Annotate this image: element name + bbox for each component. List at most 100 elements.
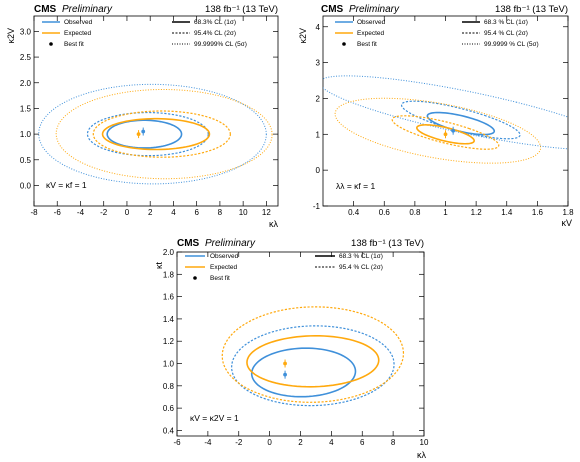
x-tick-label: 2	[298, 438, 303, 447]
x-tick-label: 0.6	[379, 208, 391, 217]
legend-2sigma: 95.4% CL (2σ)	[194, 30, 236, 37]
y-tick-label: 0.0	[20, 181, 32, 190]
best-fit-observed	[283, 372, 287, 377]
best-fit-observed	[451, 128, 456, 133]
y-tick-label: 3	[316, 59, 321, 68]
contour-expected-2sigma	[92, 110, 231, 158]
x-tick-label: -2	[100, 208, 108, 217]
x-axis-label: κλ	[269, 219, 279, 229]
x-tick-label: 0.4	[348, 208, 360, 217]
x-axis-label: κV	[561, 218, 572, 228]
legend-expected: Expected	[357, 30, 384, 37]
best-fit-expected	[136, 132, 141, 137]
legend-bestfit: Best fit	[357, 41, 377, 48]
status-label: Preliminary	[349, 4, 400, 15]
contour-layer	[38, 83, 273, 185]
contour-expected-1sigma	[246, 334, 380, 388]
y-tick-label: 0.6	[163, 404, 175, 413]
x-tick-label: 2	[148, 208, 153, 217]
status-label: Preliminary	[205, 238, 256, 249]
legend-swatch-bestfit	[342, 42, 346, 46]
y-tick-label: 1.0	[163, 360, 175, 369]
y-tick-label: -1	[313, 202, 321, 211]
status-label: Preliminary	[62, 4, 113, 15]
y-tick-label: 1.6	[163, 293, 175, 302]
x-tick-label: -2	[235, 438, 243, 447]
contour-observed-2sigma	[231, 325, 395, 407]
experiment-label: CMS	[177, 238, 200, 249]
legend-observed: Observed	[64, 19, 93, 26]
x-tick-label: -8	[30, 208, 38, 217]
condition-label: κV = κ2V = 1	[190, 413, 239, 423]
y-tick-label: 2	[316, 94, 321, 103]
x-tick-label: 12	[262, 208, 271, 217]
legend: Observed Expected Best fit 68.3% CL (1σ)…	[42, 19, 247, 48]
panel-kv-k2v: CMS Preliminary 138 fb⁻¹ (13 TeV) κ2V κV…	[298, 4, 574, 228]
x-tick-label: 0.8	[409, 208, 421, 217]
contour-expected-5sigma	[55, 88, 273, 180]
contour-layer	[221, 306, 405, 407]
legend-observed: Observed	[210, 253, 239, 260]
y-tick-label: 0.5	[20, 156, 32, 165]
best-fit-expected	[283, 361, 287, 366]
x-tick-label: -6	[54, 208, 62, 217]
x-tick-label: -4	[77, 208, 85, 217]
y-tick-label: 2.0	[163, 248, 175, 257]
x-axis-label: κλ	[417, 450, 427, 460]
legend-expected: Expected	[210, 264, 237, 271]
contour-observed-1sigma	[106, 119, 183, 149]
legend-1sigma: 68.3 % CL (1σ)	[339, 253, 383, 260]
legend: Observed Expected Best fit 68.3 % CL (1σ…	[185, 253, 383, 282]
x-tick-label: 1.4	[501, 208, 513, 217]
lumi-label: 138 fb⁻¹ (13 TeV)	[205, 4, 278, 15]
y-axis-label: κt	[154, 262, 164, 270]
experiment-label: CMS	[34, 4, 57, 15]
legend-swatch-bestfit	[193, 276, 197, 280]
y-tick-label: 0.4	[163, 426, 175, 435]
x-tick-label: 4	[171, 208, 176, 217]
y-tick-label: 3.0	[20, 27, 32, 36]
legend-5sigma: 99.9999% CL (5σ)	[194, 41, 247, 48]
legend-5sigma: 99.9999 % CL (5σ)	[484, 41, 539, 48]
legend-2sigma: 95.4 % CL (2σ)	[339, 264, 383, 271]
y-tick-label: 1.8	[163, 270, 175, 279]
y-tick-label: 1	[316, 130, 321, 139]
x-tick-label: 1.2	[471, 208, 483, 217]
y-tick-label: 0.8	[163, 382, 175, 391]
x-tick-label: 6	[194, 208, 199, 217]
y-tick-label: 0	[316, 166, 321, 175]
contour-observed-1sigma	[250, 347, 357, 398]
x-tick-label: 8	[391, 438, 396, 447]
x-tick-label: 10	[420, 438, 429, 447]
y-tick-label: 2.5	[20, 53, 32, 62]
legend-swatch-bestfit	[49, 42, 53, 46]
legend-1sigma: 68.3 % CL (1σ)	[484, 19, 528, 26]
x-tick-label: 0	[267, 438, 272, 447]
x-tick-label: 0	[125, 208, 130, 217]
best-fit-observed	[141, 129, 146, 134]
lumi-label: 138 fb⁻¹ (13 TeV)	[495, 4, 568, 15]
x-tick-label: -6	[173, 438, 181, 447]
condition-label: κV = κf = 1	[46, 180, 87, 190]
x-tick-label: 1	[443, 208, 448, 217]
lumi-label: 138 fb⁻¹ (13 TeV)	[351, 238, 424, 249]
x-tick-label: 10	[239, 208, 248, 217]
legend-expected: Expected	[64, 30, 91, 37]
condition-label: λλ = κf = 1	[336, 181, 375, 191]
legend-observed: Observed	[357, 19, 386, 26]
y-axis-label: κ2V	[6, 28, 16, 44]
panel-kl-kt: CMS Preliminary 138 fb⁻¹ (13 TeV) κt κλ …	[154, 238, 429, 460]
y-tick-label: 2.0	[20, 79, 32, 88]
y-tick-label: 1.0	[20, 130, 32, 139]
legend-2sigma: 95.4 % CL (2σ)	[484, 30, 528, 37]
y-tick-label: 4	[316, 23, 321, 32]
contour-observed-5sigma	[323, 75, 568, 150]
contour-expected-2sigma	[221, 306, 405, 403]
legend-bestfit: Best fit	[64, 41, 84, 48]
contour-expected-1sigma	[416, 124, 475, 145]
legend-1sigma: 68.3% CL (1σ)	[194, 19, 236, 26]
best-fit-expected	[443, 132, 448, 137]
experiment-label: CMS	[321, 4, 344, 15]
plot-frame	[33, 15, 279, 207]
